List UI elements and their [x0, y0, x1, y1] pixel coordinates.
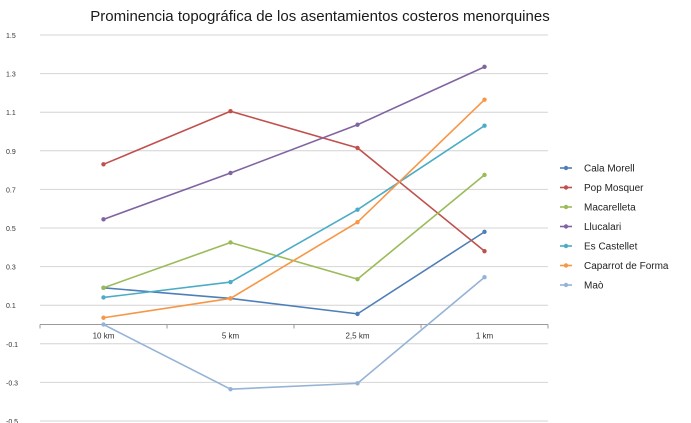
- x-tick-label: 2,5 km: [345, 332, 369, 341]
- series-4: [101, 123, 487, 300]
- plot-series: [101, 64, 487, 392]
- data-point: [482, 172, 487, 178]
- legend-marker: [563, 224, 569, 229]
- legend-marker: [563, 204, 569, 210]
- series-3: [101, 64, 487, 222]
- x-tick-label: 5 km: [222, 332, 240, 341]
- series-line: [103, 99, 486, 319]
- series-line: [103, 110, 486, 252]
- data-point: [355, 311, 360, 317]
- series-2: [101, 172, 487, 291]
- x-tick-label: 1 km: [476, 332, 494, 341]
- legend: Cala Morell Pop Mosquer Macarelleta Llucala…: [560, 164, 669, 292]
- data-point: [228, 386, 233, 392]
- y-tick-label: 1.3: [6, 72, 16, 79]
- x-tick-label: 10 km: [93, 332, 115, 341]
- data-point: [482, 229, 487, 235]
- legend-item: Es Castellet: [560, 242, 638, 253]
- series-line: [103, 276, 486, 390]
- data-point: [228, 279, 233, 285]
- legend-label: Macarelleta: [584, 203, 636, 214]
- data-point: [355, 381, 360, 386]
- legend-marker: [563, 243, 569, 249]
- data-point: [355, 220, 360, 225]
- y-tick-label: -0.3: [6, 380, 18, 387]
- y-tick-label: 0.3: [6, 265, 16, 272]
- legend-label: Maò: [584, 281, 604, 292]
- series-line: [103, 125, 485, 299]
- legend-item: Cala Morell: [560, 164, 635, 175]
- series-1: [101, 109, 487, 254]
- data-point: [228, 296, 233, 301]
- data-point: [482, 97, 487, 102]
- y-tick-label: 0.1: [6, 303, 16, 310]
- data-point: [101, 285, 106, 291]
- y-tick-label: 0.9: [6, 149, 16, 156]
- legend-label: Cala Morell: [584, 164, 635, 175]
- y-tick-label: 0.7: [6, 187, 16, 194]
- legend-item: Pop Mosquer: [560, 183, 644, 194]
- legend-label: Es Castellet: [584, 242, 638, 253]
- data-point: [482, 248, 487, 254]
- y-tick-label: 1.1: [6, 110, 16, 117]
- legend-marker: [563, 185, 569, 190]
- data-point: [355, 207, 360, 212]
- data-point: [228, 109, 233, 114]
- data-point: [101, 295, 106, 300]
- data-point: [101, 162, 106, 167]
- legend-item: Llucalari: [560, 222, 621, 233]
- series-line: [103, 66, 485, 221]
- legend-item: Macarelleta: [560, 203, 636, 214]
- y-tick-label: 1.5: [6, 33, 16, 40]
- series-5: [101, 97, 487, 320]
- x-axis-ticks: 10 km 5 km 2,5 km 1 km: [93, 332, 494, 341]
- series-line: [103, 174, 486, 289]
- series-6: [101, 275, 487, 392]
- data-point: [101, 322, 106, 327]
- legend-item: Caparrot de Forma: [560, 261, 669, 272]
- data-point: [228, 170, 233, 176]
- legend-marker: [563, 263, 569, 268]
- y-tick-label: -0.1: [6, 342, 18, 349]
- grid: [39, 34, 549, 422]
- data-point: [355, 145, 360, 151]
- legend-marker: [563, 165, 569, 171]
- y-tick-label: 0.5: [6, 226, 16, 233]
- data-point: [482, 64, 487, 70]
- legend-label: Pop Mosquer: [584, 183, 644, 194]
- data-point: [482, 275, 487, 280]
- series-0: [101, 229, 487, 317]
- y-axis-ticks: 1.5 1.3 1.1 0.9 0.7 0.5 0.3 0.1 -0.1 -0.3 -0.5: [6, 33, 18, 423]
- legend-item: Maò: [560, 281, 604, 292]
- data-point: [101, 315, 106, 320]
- data-point: [482, 123, 487, 128]
- data-point: [228, 240, 233, 245]
- chart-title: Prominencia topográfica de los asentamie…: [90, 8, 549, 25]
- legend-label: Llucalari: [584, 222, 621, 233]
- data-point: [355, 276, 360, 282]
- y-tick-label: -0.5: [6, 419, 18, 423]
- legend-marker: [563, 282, 569, 288]
- data-point: [101, 217, 106, 222]
- series-line: [103, 231, 485, 315]
- legend-label: Caparrot de Forma: [584, 261, 669, 272]
- data-point: [355, 122, 360, 127]
